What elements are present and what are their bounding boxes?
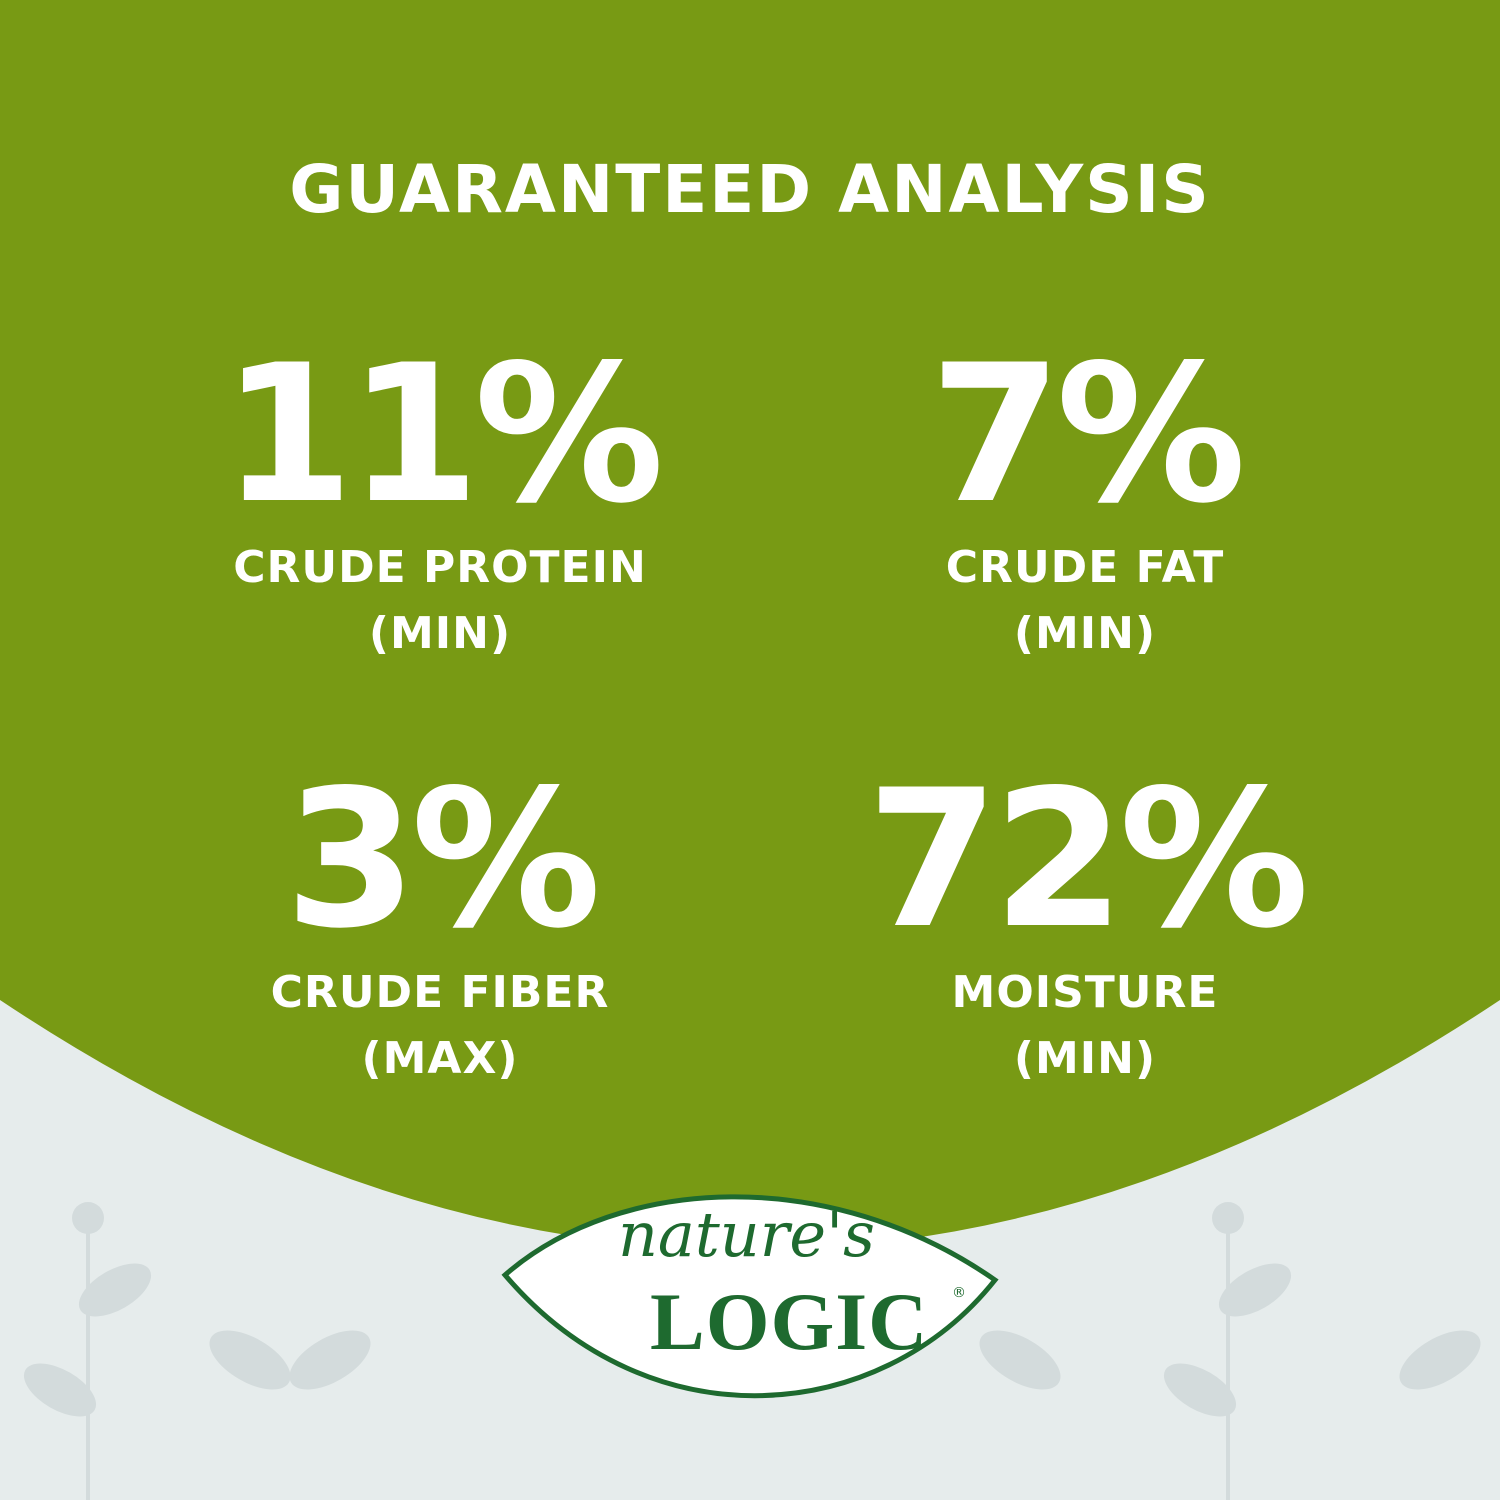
stat-qualifier: (MIN) — [368, 608, 512, 659]
logo-script: nature's — [618, 1198, 875, 1271]
stat-label: MOISTURE — [951, 967, 1219, 1018]
stat-label: CRUDE PROTEIN — [233, 542, 647, 593]
stat-value: 11% — [221, 324, 665, 545]
stat-qualifier: (MIN) — [1013, 1033, 1157, 1084]
stat-value: 3% — [284, 749, 602, 970]
stat-crude-fat: 7% CRUDE FAT (MIN) — [785, 335, 1385, 667]
stat-value: 7% — [929, 324, 1247, 545]
page-title: GUARANTEED ANALYSIS — [289, 151, 1211, 228]
stat-value: 72% — [866, 749, 1310, 970]
stat-qualifier: (MIN) — [1013, 608, 1157, 659]
logo-word: LOGIC — [650, 1276, 929, 1367]
stat-label: CRUDE FAT — [945, 542, 1225, 593]
stat-moisture: 72% MOISTURE (MIN) — [785, 760, 1385, 1092]
leaf-icon — [501, 1194, 999, 1399]
stat-qualifier: (MAX) — [361, 1033, 519, 1084]
stat-crude-protein: 11% CRUDE PROTEIN (MIN) — [140, 335, 740, 667]
green-panel — [0, 0, 1500, 1250]
stat-label: CRUDE FIBER — [270, 967, 610, 1018]
stat-crude-fiber: 3% CRUDE FIBER (MAX) — [140, 760, 740, 1092]
registered-mark: ® — [952, 1285, 966, 1301]
brand-logo: nature's LOGIC ® — [500, 1185, 1000, 1425]
leaf-pattern — [23, 1202, 1481, 1500]
